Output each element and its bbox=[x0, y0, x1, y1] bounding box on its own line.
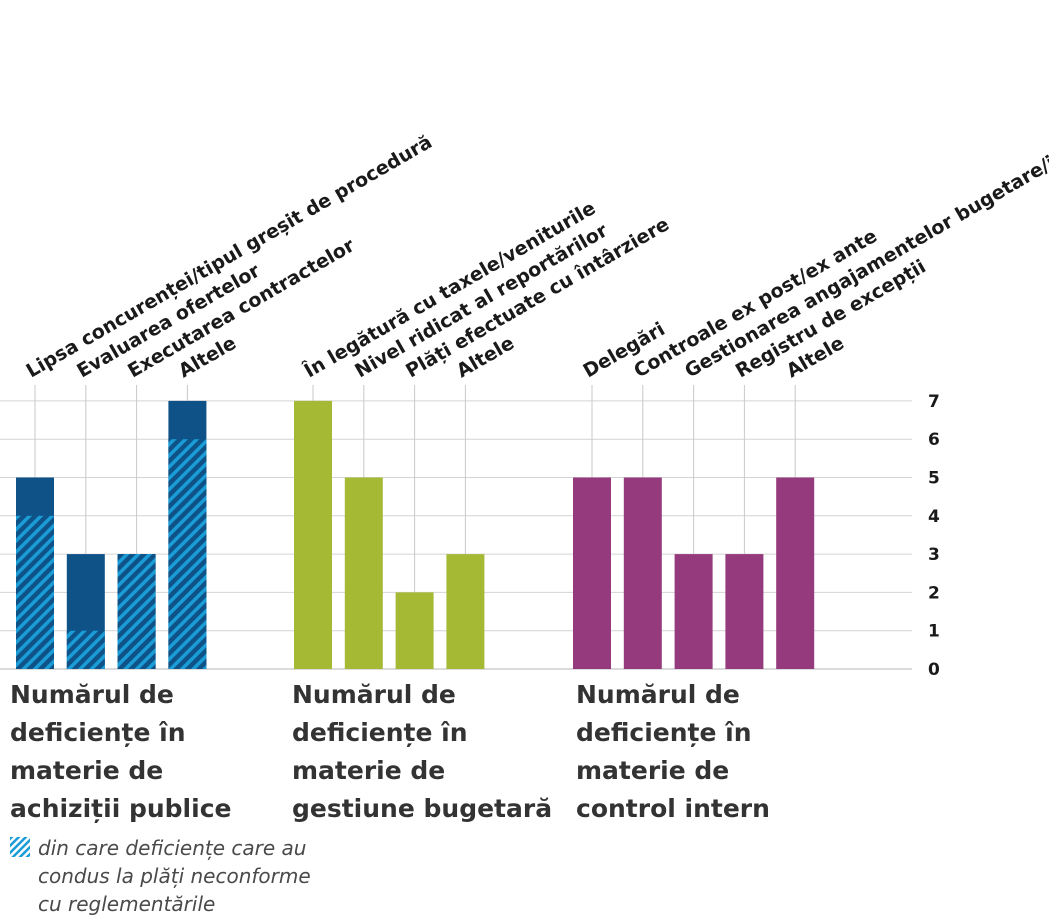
legend-text-line: cu reglementările bbox=[38, 892, 216, 916]
bar-hatched-portion bbox=[16, 515, 54, 669]
group-title-line: materie de bbox=[292, 756, 446, 785]
category-labels: Lipsa concurenței/tipul greșit de proced… bbox=[23, 115, 1049, 383]
y-tick-label: 4 bbox=[928, 507, 940, 527]
bar bbox=[776, 477, 815, 669]
y-tick-label: 1 bbox=[928, 622, 940, 642]
group-title-line: materie de bbox=[10, 756, 164, 785]
group-title-budget-management: Numărul de deficiențe în materie de gest… bbox=[292, 676, 552, 828]
label-leader-lines bbox=[34, 385, 796, 593]
legend: din care deficiențe care au condus la pl… bbox=[10, 834, 338, 918]
group-title-line: achiziții publice bbox=[10, 794, 232, 823]
legend-text-line: condus la plăți neconforme bbox=[38, 864, 311, 888]
group-title-line: Numărul de bbox=[292, 680, 456, 709]
y-tick-label: 6 bbox=[928, 430, 940, 450]
group-title-line: Numărul de bbox=[10, 680, 174, 709]
bar bbox=[294, 400, 332, 669]
group-title-line: control intern bbox=[576, 794, 770, 823]
bar bbox=[395, 592, 434, 669]
bar bbox=[573, 477, 611, 669]
group-title-public-procurement: Numărul de deficiențe în materie de achi… bbox=[10, 676, 231, 828]
y-tick-label: 2 bbox=[928, 583, 940, 603]
group-title-line: materie de bbox=[576, 756, 730, 785]
bar bbox=[344, 477, 383, 669]
legend-text: din care deficiențe care au condus la pl… bbox=[38, 834, 338, 918]
y-tick-label: 3 bbox=[928, 545, 940, 565]
y-tick-label: 7 bbox=[928, 392, 940, 412]
legend-hatch-swatch bbox=[10, 837, 30, 857]
group-title-line: deficiențe în bbox=[576, 718, 752, 747]
bar bbox=[446, 554, 485, 669]
y-axis-ticks: 0 1 2 3 4 5 6 7 bbox=[928, 392, 940, 680]
bar bbox=[623, 477, 662, 669]
group-title-line: deficiențe în bbox=[10, 718, 186, 747]
group-title-internal-control: Numărul de deficiențe în materie de cont… bbox=[576, 676, 770, 828]
group-title-line: deficiențe în bbox=[292, 718, 468, 747]
y-tick-label: 0 bbox=[928, 660, 940, 680]
bar-hatched-portion bbox=[117, 554, 156, 669]
group-title-line: Numărul de bbox=[576, 680, 740, 709]
bars bbox=[16, 400, 815, 669]
y-tick-label: 5 bbox=[928, 469, 940, 489]
bar-hatched-portion bbox=[168, 439, 207, 669]
bar bbox=[725, 554, 764, 669]
legend-text-line: din care deficiențe care au bbox=[38, 836, 307, 860]
group-title-line: gestiune bugetară bbox=[292, 794, 553, 823]
bar-hatched-portion bbox=[66, 630, 105, 669]
bar bbox=[674, 554, 713, 669]
